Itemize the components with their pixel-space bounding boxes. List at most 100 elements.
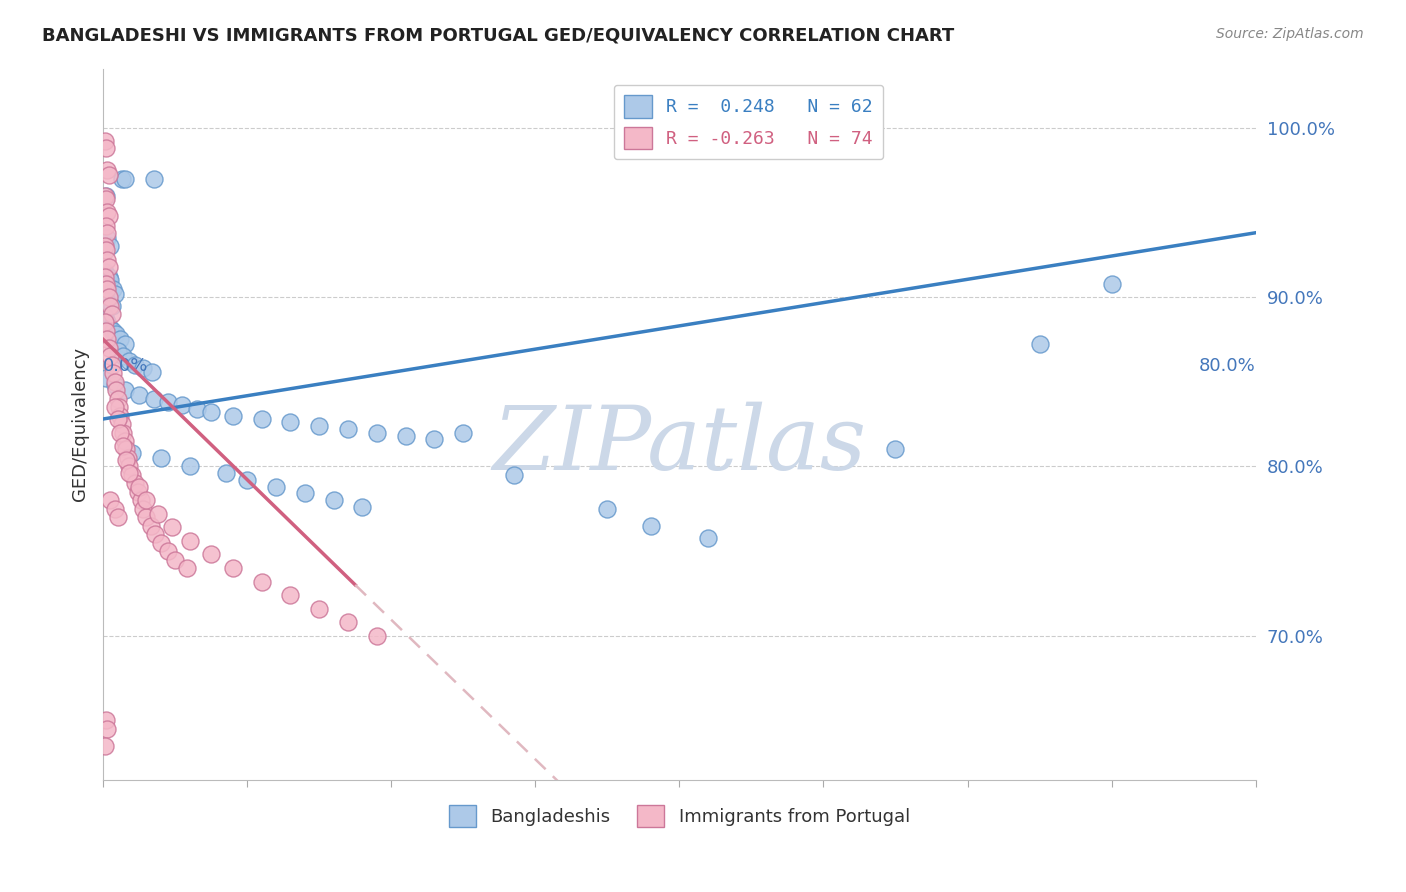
Point	[96, 316, 118, 330]
Point	[165, 552, 187, 566]
Point	[107, 510, 129, 524]
Point	[236, 473, 259, 487]
Point	[156, 395, 179, 409]
Point	[322, 493, 344, 508]
Point	[366, 629, 388, 643]
Point	[94, 371, 117, 385]
Point	[149, 535, 172, 549]
Point	[96, 282, 118, 296]
Point	[117, 450, 139, 465]
Point	[97, 168, 120, 182]
Point	[200, 405, 222, 419]
Point	[94, 243, 117, 257]
Point	[103, 282, 125, 296]
Point	[308, 601, 330, 615]
Point	[308, 418, 330, 433]
Point	[112, 349, 135, 363]
Point	[214, 466, 236, 480]
Point	[98, 273, 121, 287]
Point	[100, 299, 122, 313]
Point	[93, 239, 115, 253]
Point	[250, 412, 273, 426]
Point	[162, 520, 184, 534]
Point	[280, 416, 302, 430]
Point	[94, 293, 117, 308]
Point	[97, 209, 120, 223]
Point	[98, 493, 121, 508]
Point	[104, 286, 127, 301]
Point	[94, 714, 117, 728]
Point	[172, 399, 194, 413]
Point	[110, 409, 132, 423]
Point	[93, 316, 115, 330]
Text: Source: ZipAtlas.com: Source: ZipAtlas.com	[1216, 27, 1364, 41]
Point	[143, 527, 166, 541]
Point	[97, 269, 120, 284]
Text: 80.0%: 80.0%	[1199, 357, 1256, 375]
Point	[280, 588, 302, 602]
Point	[200, 548, 222, 562]
Point	[222, 561, 245, 575]
Y-axis label: GED/Equivalency: GED/Equivalency	[72, 347, 89, 501]
Point	[453, 425, 475, 440]
Point	[118, 354, 141, 368]
Point	[103, 324, 125, 338]
Point	[352, 500, 374, 514]
Point	[111, 417, 134, 431]
Point	[264, 480, 287, 494]
Point	[98, 239, 121, 253]
Point	[96, 269, 118, 284]
Text: 0.0%: 0.0%	[103, 357, 149, 375]
Point	[114, 434, 136, 448]
Point	[105, 383, 128, 397]
Point	[142, 171, 165, 186]
Point	[114, 171, 136, 186]
Point	[112, 425, 135, 440]
Point	[110, 333, 132, 347]
Point	[96, 722, 118, 736]
Point	[121, 446, 143, 460]
Point	[98, 320, 121, 334]
Point	[93, 265, 115, 279]
Point	[98, 299, 121, 313]
Point	[94, 324, 117, 338]
Point	[114, 383, 136, 397]
Point	[96, 226, 118, 240]
Point	[337, 422, 360, 436]
Point	[502, 467, 524, 482]
Point	[94, 188, 117, 202]
Point	[149, 450, 172, 465]
Point	[640, 518, 662, 533]
Point	[114, 337, 136, 351]
Point	[110, 425, 132, 440]
Point	[100, 307, 122, 321]
Point	[141, 365, 163, 379]
Point	[132, 501, 155, 516]
Point	[105, 327, 128, 342]
Point	[112, 439, 135, 453]
Point	[423, 432, 446, 446]
Point	[179, 533, 201, 548]
Point	[139, 518, 162, 533]
Point	[93, 739, 115, 753]
Point	[176, 561, 198, 575]
Point	[156, 544, 179, 558]
Point	[104, 501, 127, 516]
Point	[93, 134, 115, 148]
Point	[118, 459, 141, 474]
Point	[250, 574, 273, 589]
Point	[104, 400, 127, 414]
Point	[104, 375, 127, 389]
Point	[107, 344, 129, 359]
Point	[93, 310, 115, 325]
Point	[94, 277, 117, 291]
Point	[96, 252, 118, 267]
Point	[100, 358, 122, 372]
Point	[121, 467, 143, 482]
Point	[124, 358, 146, 372]
Point	[97, 260, 120, 274]
Point	[111, 171, 134, 186]
Point	[108, 400, 131, 414]
Point	[146, 507, 169, 521]
Point	[186, 401, 208, 416]
